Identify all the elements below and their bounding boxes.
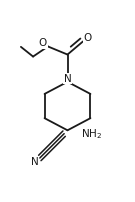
Text: N: N — [64, 74, 71, 84]
Text: O: O — [39, 38, 47, 48]
Text: NH$_2$: NH$_2$ — [81, 127, 102, 141]
Text: N: N — [31, 157, 39, 167]
Text: O: O — [84, 33, 92, 43]
